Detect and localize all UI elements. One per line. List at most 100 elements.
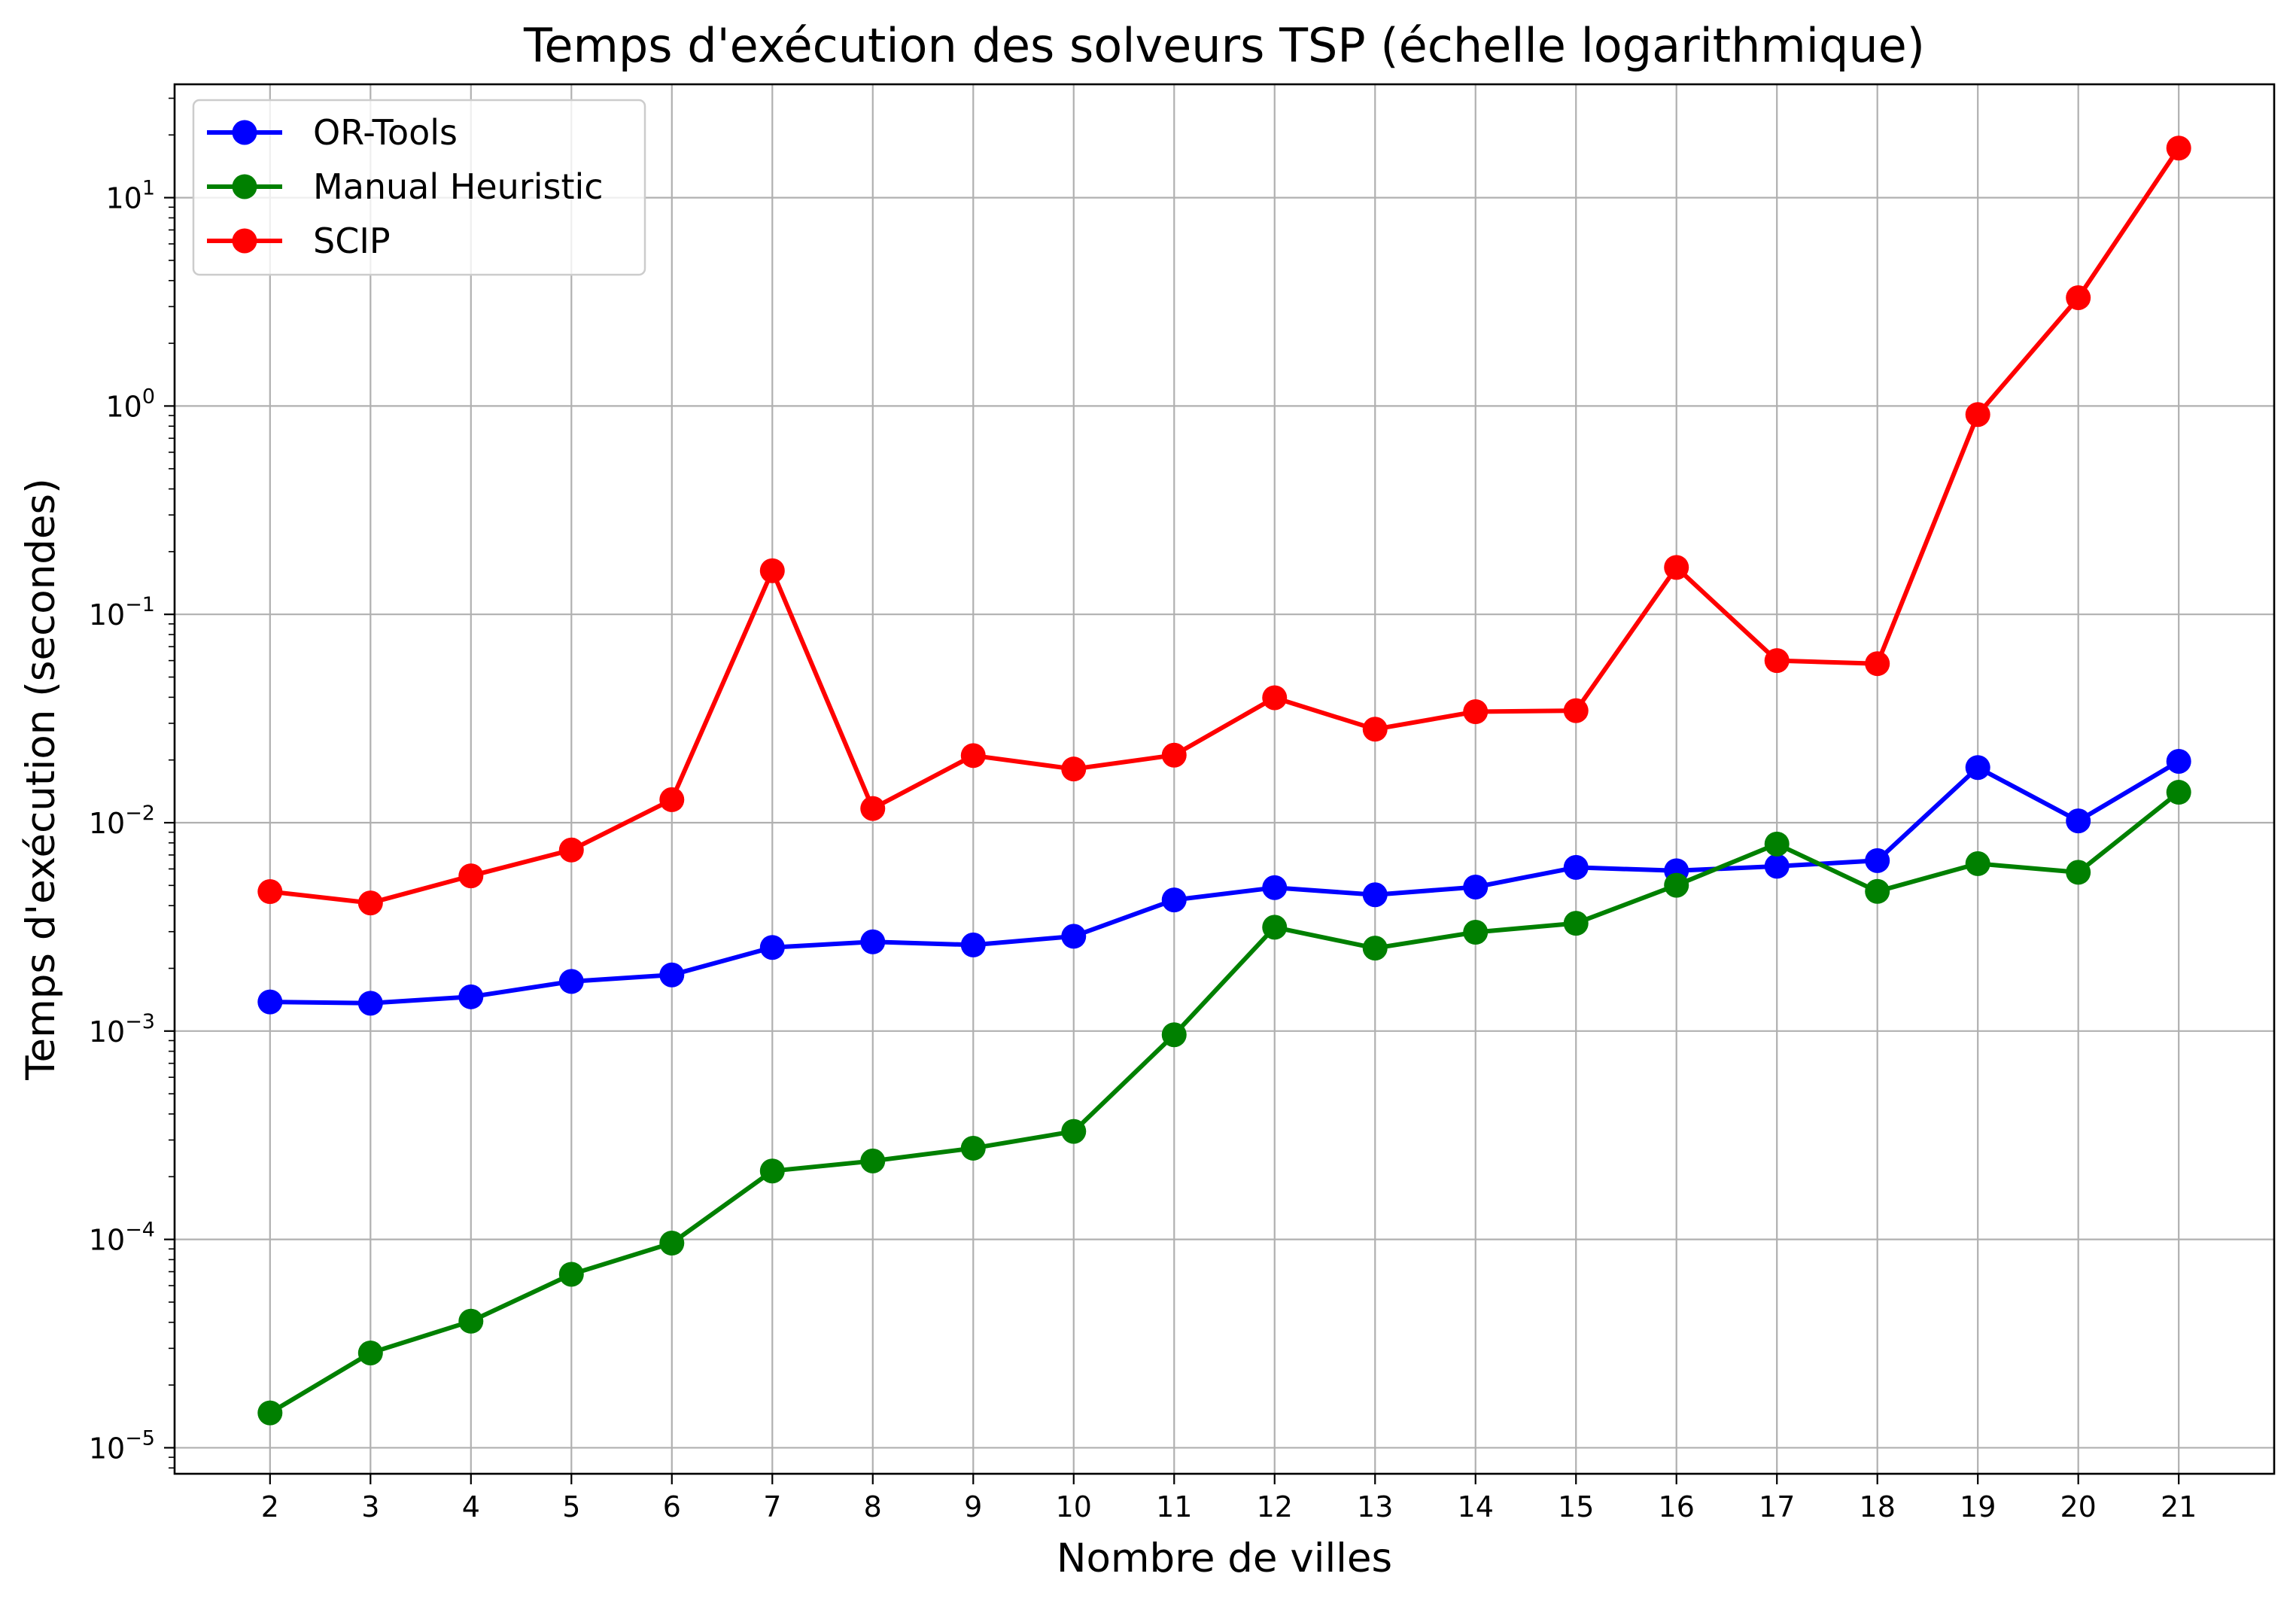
data-point xyxy=(2166,780,2191,805)
x-tick-label: 21 xyxy=(2161,1490,2197,1523)
series-layer xyxy=(257,135,2191,1426)
data-point xyxy=(2166,135,2191,161)
grid xyxy=(175,84,2274,1474)
data-point xyxy=(357,1341,383,1366)
data-point xyxy=(1362,717,1388,742)
data-point xyxy=(1664,555,1689,580)
x-tick-label: 20 xyxy=(2060,1490,2097,1523)
x-tick-label: 13 xyxy=(1357,1490,1393,1523)
data-point xyxy=(357,890,383,916)
y-tick-label: 10−2 xyxy=(89,802,155,840)
data-point xyxy=(357,991,383,1016)
data-point xyxy=(1463,875,1489,900)
data-point xyxy=(257,989,283,1015)
legend-label: SCIP xyxy=(313,221,391,261)
data-point xyxy=(1463,920,1489,945)
data-point xyxy=(1061,924,1087,949)
x-tick-label: 8 xyxy=(864,1490,882,1523)
data-point xyxy=(659,962,685,988)
y-tick-label: 10−5 xyxy=(89,1426,155,1465)
data-point xyxy=(1865,848,1890,873)
x-tick-label: 9 xyxy=(964,1490,982,1523)
data-point xyxy=(659,787,685,812)
legend-box xyxy=(192,99,646,276)
x-tick-label: 3 xyxy=(361,1490,379,1523)
y-axis-label: Temps d'exécution (secondes) xyxy=(18,478,64,1081)
data-point xyxy=(860,929,886,954)
x-tick-label: 10 xyxy=(1056,1490,1092,1523)
data-point xyxy=(1262,915,1288,940)
x-tick-label: 7 xyxy=(763,1490,781,1523)
data-point xyxy=(1061,1119,1087,1144)
data-point xyxy=(1262,875,1288,900)
data-point xyxy=(1965,851,1990,876)
legend: OR-Tools Manual Heuristic SCIP xyxy=(192,99,646,276)
x-tick-label: 12 xyxy=(1257,1490,1293,1523)
x-tick-label: 15 xyxy=(1558,1490,1594,1523)
y-tick-label: 101 xyxy=(105,177,155,215)
data-point xyxy=(1764,648,1790,674)
data-point xyxy=(659,1231,685,1256)
x-tick-label: 19 xyxy=(1960,1490,1996,1523)
x-tick-label: 5 xyxy=(562,1490,580,1523)
data-point xyxy=(458,984,484,1009)
data-point xyxy=(960,743,986,769)
legend-label: Manual Heuristic xyxy=(313,166,604,207)
data-point xyxy=(1764,831,1790,857)
series-line xyxy=(269,759,2180,1006)
x-tick-label: 14 xyxy=(1458,1490,1494,1523)
data-point xyxy=(1965,755,1990,781)
x-axis-label: Nombre de villes xyxy=(1057,1536,1392,1581)
data-point xyxy=(1865,651,1890,677)
data-point xyxy=(458,863,484,889)
data-point xyxy=(1161,1022,1187,1048)
y-tick-label: 10−3 xyxy=(89,1010,155,1049)
data-point xyxy=(1563,911,1589,936)
data-point xyxy=(1865,878,1890,904)
data-point xyxy=(759,1158,785,1184)
x-tick-label: 4 xyxy=(462,1490,480,1523)
data-point xyxy=(257,1400,283,1426)
data-point xyxy=(2166,748,2191,774)
series-line xyxy=(269,147,2181,905)
data-point xyxy=(458,1308,484,1334)
data-point xyxy=(257,879,283,905)
data-point xyxy=(558,1262,584,1287)
x-tick-label: 6 xyxy=(663,1490,681,1523)
y-tick-label: 10−4 xyxy=(89,1219,155,1257)
data-point xyxy=(759,558,785,583)
data-point xyxy=(1161,887,1187,913)
data-point xyxy=(960,932,986,957)
y-tick-label: 100 xyxy=(105,385,155,423)
data-point xyxy=(1563,698,1589,723)
data-point xyxy=(1262,685,1288,711)
data-point xyxy=(1061,756,1087,782)
data-point xyxy=(1563,854,1589,880)
x-tick-label: 18 xyxy=(1860,1490,1896,1523)
data-point xyxy=(2066,285,2091,311)
x-tick-label: 16 xyxy=(1659,1490,1695,1523)
axis-ticks: 2 3 4 5 6 7 8 9 10 11 12 13 14 15 16 17 18 19 20 21 10−5 10−4… xyxy=(89,97,2197,1523)
x-tick-label: 2 xyxy=(261,1490,279,1523)
data-point xyxy=(1362,882,1388,908)
data-point xyxy=(2066,860,2091,885)
data-point xyxy=(1664,872,1689,898)
data-point xyxy=(960,1135,986,1161)
legend-label: OR-Tools xyxy=(313,112,458,153)
x-tick-label: 11 xyxy=(1156,1490,1192,1523)
data-point xyxy=(1362,936,1388,961)
data-point xyxy=(1764,854,1790,879)
data-point xyxy=(1965,402,1990,428)
data-point xyxy=(558,837,584,863)
legend-marker xyxy=(232,228,257,254)
data-point xyxy=(1463,699,1489,725)
data-point xyxy=(860,796,886,821)
data-point xyxy=(759,935,785,960)
x-tick-label: 17 xyxy=(1759,1490,1795,1523)
plot-frame xyxy=(173,83,2276,1475)
data-point xyxy=(2066,808,2091,834)
legend-marker xyxy=(232,174,257,199)
y-tick-label: 10−1 xyxy=(89,593,155,632)
series-line xyxy=(269,790,2181,1415)
